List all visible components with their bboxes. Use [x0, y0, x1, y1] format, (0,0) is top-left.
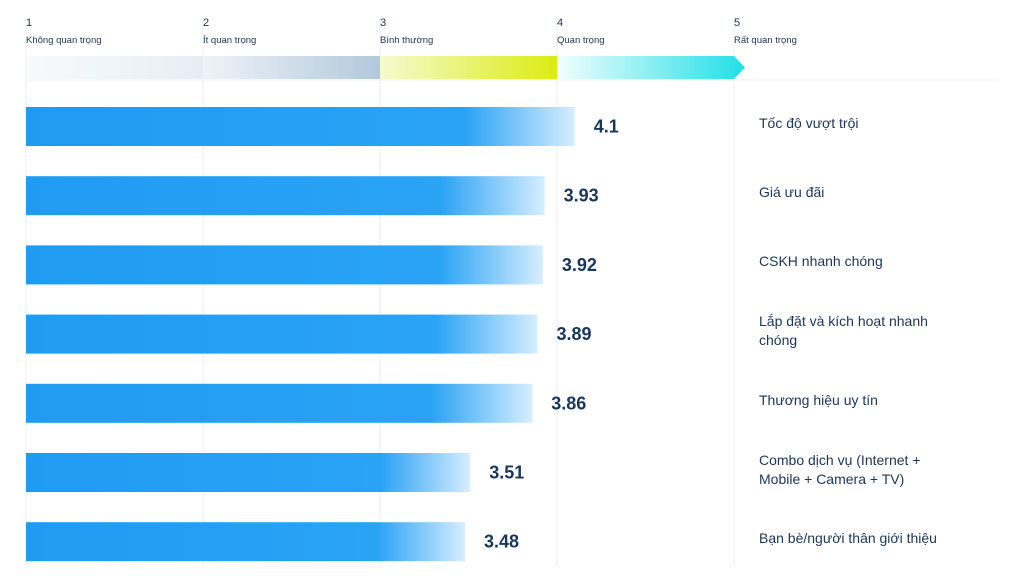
data-label: 3.51: [489, 463, 524, 483]
bar: [26, 107, 575, 146]
data-label: 3.93: [564, 186, 599, 206]
bar: [26, 176, 545, 216]
data-label: 3.89: [557, 324, 592, 344]
category-label: Thương hiệu uy tín: [759, 391, 878, 408]
bar: [26, 314, 538, 354]
scale-number: 4: [557, 17, 563, 29]
scale-segment-arrow: [557, 56, 745, 79]
category-label: Tốc độ vượt trội: [759, 115, 859, 131]
category-label: Lắp đặt và kích hoạt nhanh chóng: [759, 313, 928, 349]
data-label: 4.1: [594, 117, 619, 137]
scale-number: 3: [380, 17, 386, 29]
scale-number: 5: [734, 17, 740, 29]
scale-segment: [26, 56, 203, 79]
scale-label: Quan trọng: [557, 35, 605, 46]
category-label: Bạn bè/người thân giới thiệu: [759, 530, 937, 547]
scale-label: Rất quan trọng: [734, 35, 797, 46]
bar: [26, 245, 543, 285]
scale-label: Ít quan trọng: [203, 35, 256, 46]
scale-label: Không quan trọng: [26, 35, 102, 46]
scale-number: 1: [26, 17, 32, 29]
bar: [26, 453, 471, 492]
category-label: Giá ưu đãi: [759, 184, 825, 201]
scale-number: 2: [203, 17, 209, 29]
scale-segment: [203, 56, 380, 79]
scale-segment: [380, 56, 557, 79]
scale-label: Bình thường: [380, 35, 433, 46]
category-label: Combo dịch vụ (Internet + Mobile + Camer…: [759, 451, 921, 487]
data-label: 3.92: [562, 255, 597, 275]
category-label: CSKH nhanh chóng: [759, 253, 883, 270]
data-label: 3.48: [484, 532, 519, 552]
bar: [26, 383, 533, 423]
bar: [26, 522, 465, 562]
data-label: 3.86: [551, 393, 586, 413]
